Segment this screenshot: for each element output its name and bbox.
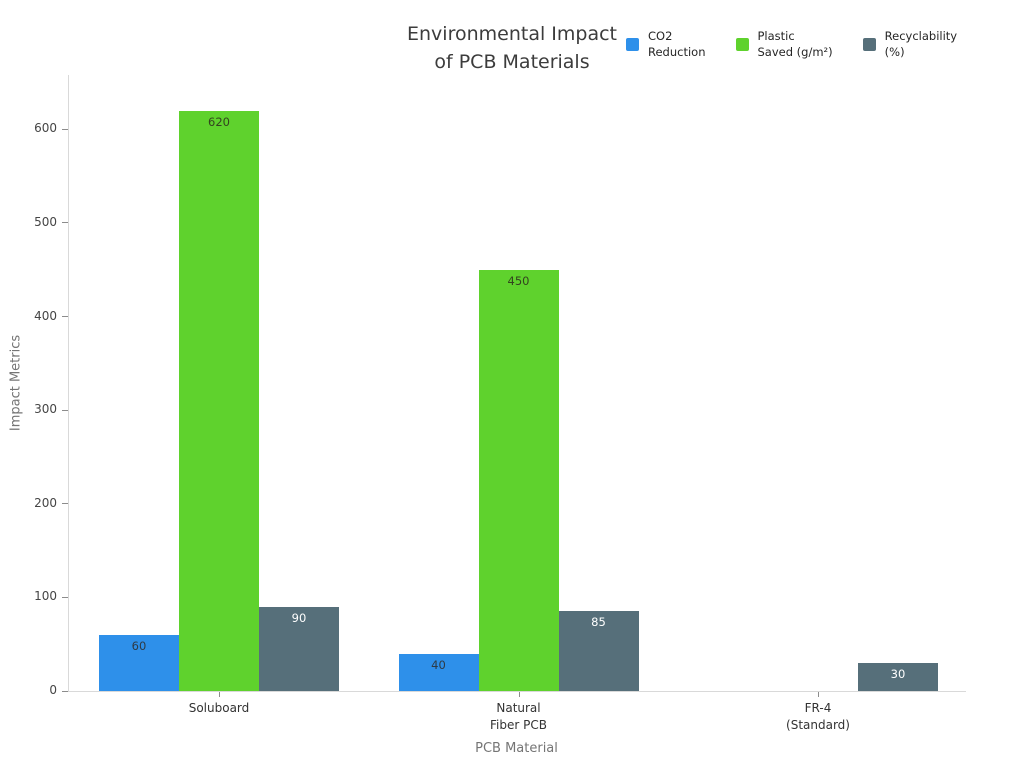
bar: 620	[179, 110, 259, 691]
legend-label-plastic-saved: Plastic Saved (g/m²)	[757, 29, 833, 59]
x-axis-tick	[219, 692, 220, 697]
chart-title: Environmental Impact of PCB Materials	[407, 23, 617, 73]
bar-value-label: 620	[208, 114, 230, 129]
bar-value-label: 85	[591, 615, 606, 630]
x-axis-tick	[818, 692, 819, 697]
y-axis-tick-label: 500	[34, 214, 57, 229]
legend-item-recyclability: Recyclability (%)	[862, 29, 958, 60]
y-axis-tick	[62, 503, 68, 505]
bar: 30	[858, 662, 938, 691]
bar-value-label: 30	[890, 666, 906, 681]
y-axis-tick	[62, 316, 68, 318]
legend-label-recyclability: Recyclability (%)	[884, 29, 958, 59]
bar: 85	[558, 611, 639, 691]
plot-area: 0 100 200 300 400 500 600 Soluboard 60 620 90 Natur…	[34, 75, 966, 732]
y-axis-tick-label: 200	[34, 495, 57, 510]
legend-swatch-recyclability	[862, 38, 876, 52]
bar: 90	[259, 606, 339, 691]
legend: CO2 Reduction Plastic Saved (g/m²) Recyc…	[626, 29, 957, 60]
x-axis-tick-label: Natural Fiber PCB	[490, 701, 547, 732]
bar-value-label: 60	[131, 638, 147, 653]
bar: 450	[478, 269, 559, 691]
bar-value-label: 90	[291, 610, 307, 625]
legend-item-co2-reduction: CO2 Reduction	[626, 29, 706, 60]
y-axis-tick	[62, 128, 68, 130]
y-axis-tick-label: 400	[34, 308, 57, 323]
x-axis-tick-label: FR-4 (Standard)	[786, 701, 850, 732]
x-axis-tick	[518, 692, 520, 697]
y-axis-tick	[62, 690, 68, 692]
bar-value-label: 40	[431, 657, 446, 672]
y-axis-tick-label: 0	[49, 683, 57, 697]
bar: 40	[398, 653, 479, 691]
y-axis-title: Impact Metrics	[8, 334, 24, 432]
legend-swatch-co2-reduction	[626, 38, 639, 52]
y-axis-tick-label: 300	[34, 402, 57, 417]
legend-label-co2-reduction: CO2 Reduction	[648, 29, 706, 59]
bar: 60	[99, 634, 179, 691]
legend-swatch-plastic-saved	[735, 38, 749, 52]
y-axis-tick	[62, 596, 68, 598]
y-axis-tick-label: 600	[34, 121, 57, 136]
x-axis-tick-label: Soluboard	[188, 701, 250, 715]
y-axis-tick	[62, 222, 68, 224]
legend-item-plastic-saved: Plastic Saved (g/m²)	[735, 29, 833, 60]
bar-value-label: 450	[507, 273, 530, 288]
y-axis-tick	[62, 409, 68, 411]
x-axis-title: PCB Material	[475, 741, 558, 756]
y-axis-tick-label: 100	[34, 589, 57, 604]
